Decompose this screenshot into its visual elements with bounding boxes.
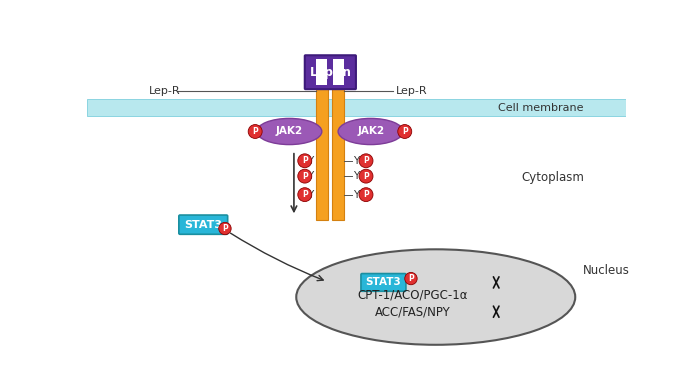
Text: Lep-R: Lep-R — [149, 86, 181, 96]
Text: JAK2: JAK2 — [357, 126, 384, 136]
Text: P: P — [302, 172, 308, 181]
Text: STAT3: STAT3 — [365, 277, 402, 287]
Text: P: P — [408, 274, 414, 283]
Text: Nucleus: Nucleus — [583, 264, 630, 277]
Text: Y: Y — [307, 156, 313, 166]
Text: CPT-1/ACO/PGC-1α: CPT-1/ACO/PGC-1α — [357, 288, 468, 301]
FancyBboxPatch shape — [305, 55, 356, 89]
Circle shape — [248, 124, 262, 138]
Ellipse shape — [338, 119, 403, 145]
Bar — [332, 64, 345, 220]
Bar — [315, 64, 328, 220]
Circle shape — [298, 154, 312, 168]
Text: STAT3: STAT3 — [184, 220, 222, 230]
Text: Y: Y — [353, 171, 359, 181]
Text: P: P — [363, 156, 369, 165]
FancyBboxPatch shape — [179, 215, 228, 234]
Circle shape — [359, 188, 373, 202]
Text: Y: Y — [307, 190, 313, 200]
Text: Y: Y — [353, 156, 359, 166]
Text: P: P — [363, 172, 369, 181]
Text: P: P — [252, 127, 258, 136]
Circle shape — [298, 169, 312, 183]
Text: Leptin: Leptin — [310, 66, 351, 79]
Ellipse shape — [257, 119, 322, 145]
Text: ACC/FAS/NPY: ACC/FAS/NPY — [374, 305, 450, 318]
Text: Cell membrane: Cell membrane — [498, 103, 583, 113]
Circle shape — [398, 124, 412, 138]
Ellipse shape — [296, 249, 576, 345]
Text: Y: Y — [307, 171, 313, 181]
Text: Lep-R: Lep-R — [395, 86, 427, 96]
Circle shape — [359, 169, 373, 183]
Text: P: P — [302, 190, 308, 199]
Bar — [317, 59, 327, 85]
Text: P: P — [302, 156, 308, 165]
Bar — [87, 99, 626, 116]
Text: Y: Y — [353, 190, 359, 200]
Text: P: P — [402, 127, 408, 136]
Circle shape — [359, 154, 373, 168]
Bar — [333, 59, 344, 85]
Text: JAK2: JAK2 — [276, 126, 303, 136]
Circle shape — [405, 272, 417, 285]
Circle shape — [298, 188, 312, 202]
FancyBboxPatch shape — [361, 273, 406, 291]
Text: P: P — [363, 190, 369, 199]
Circle shape — [219, 222, 231, 235]
Text: Cytoplasm: Cytoplasm — [521, 171, 584, 184]
Text: P: P — [222, 224, 228, 233]
